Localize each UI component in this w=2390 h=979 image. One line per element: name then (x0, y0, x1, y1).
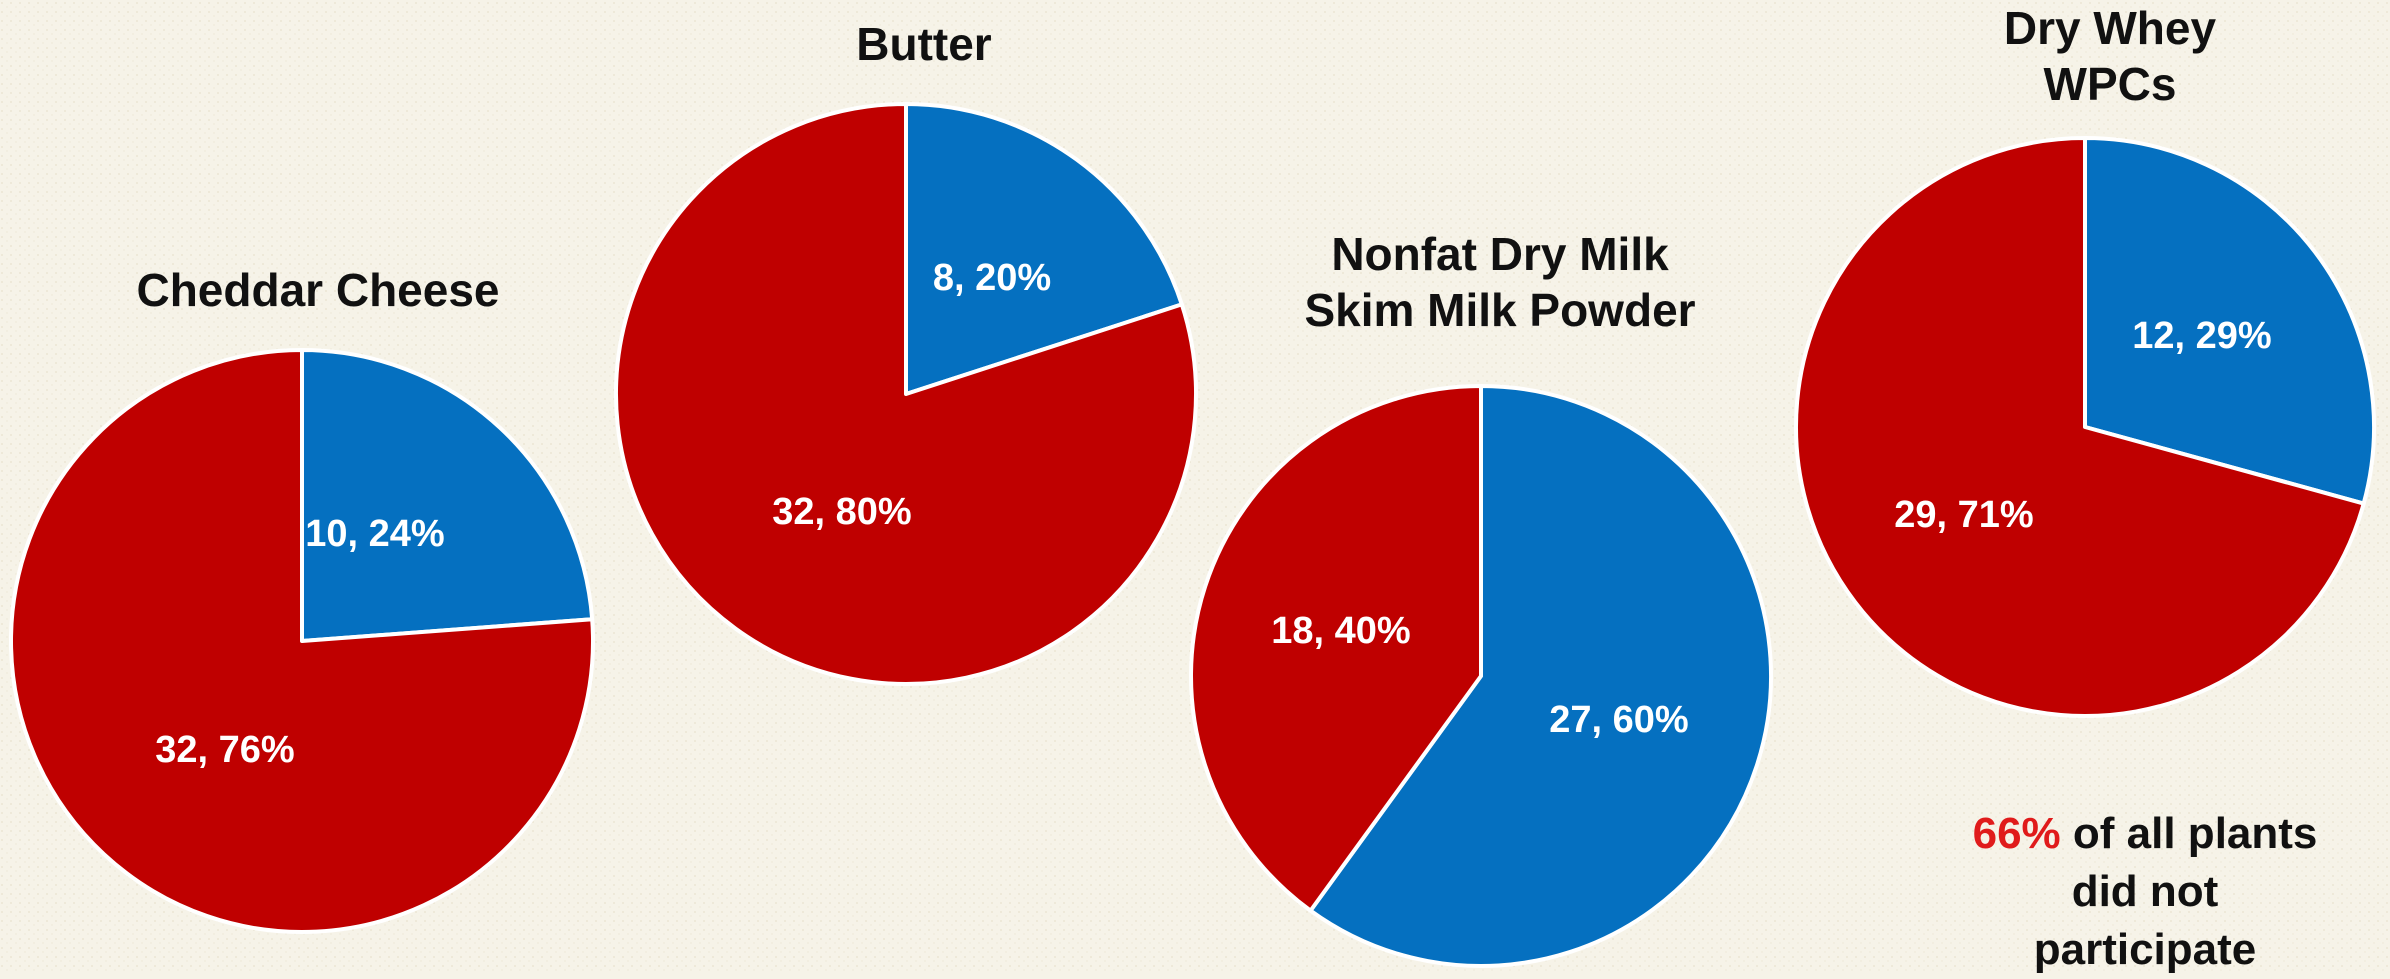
pie-slice-did-not-participate (9, 348, 595, 934)
pie-slice-did-not-participate (1794, 136, 2366, 718)
chart-title-line: Skim Milk Powder (1304, 284, 1696, 336)
chart-title-line: Cheddar Cheese (136, 264, 500, 316)
pie-slice-participated (300, 348, 595, 643)
data-label: 18, 40% (1271, 610, 1410, 652)
pie-slice-participated (1308, 384, 1773, 968)
chart-title-cheddar-cheese: Cheddar Cheese (98, 262, 538, 318)
note-line-2: did not (2071, 867, 2219, 916)
chart-title-butter: Butter (704, 16, 1144, 72)
chart-title-dry-whey: Dry Whey WPCs (1885, 0, 2335, 112)
pie-slice-participated (904, 102, 1184, 396)
note-line-1-text: of all plants (2060, 809, 2318, 858)
pie-slice-did-not-participate (1189, 384, 1483, 913)
chart-title-line: Nonfat Dry Milk (1331, 228, 1669, 280)
data-label: 27, 60% (1549, 699, 1688, 741)
participation-note: 66% of all plants did not participate (1905, 805, 2385, 979)
data-label: 12, 29% (2132, 315, 2271, 357)
chart-title-line: WPCs (2043, 58, 2177, 110)
note-highlight-percent: 66% (1972, 809, 2061, 858)
data-label: 32, 80% (772, 491, 911, 533)
pie-slice-did-not-participate (614, 102, 1198, 686)
data-label: 29, 71% (1894, 494, 2033, 536)
pie-slice-participated (2083, 136, 2376, 506)
note-line-1: 66% of all plants (1905, 805, 2385, 863)
data-label: 32, 76% (155, 729, 294, 771)
chart-title-nonfat-dry-milk: Nonfat Dry Milk Skim Milk Powder (1240, 226, 1760, 338)
data-label: 10, 24% (305, 513, 444, 555)
chart-title-line: Butter (856, 18, 992, 70)
data-label: 8, 20% (933, 257, 1051, 299)
chart-title-line: Dry Whey (2003, 2, 2217, 54)
note-line-3: participate (2033, 925, 2257, 974)
